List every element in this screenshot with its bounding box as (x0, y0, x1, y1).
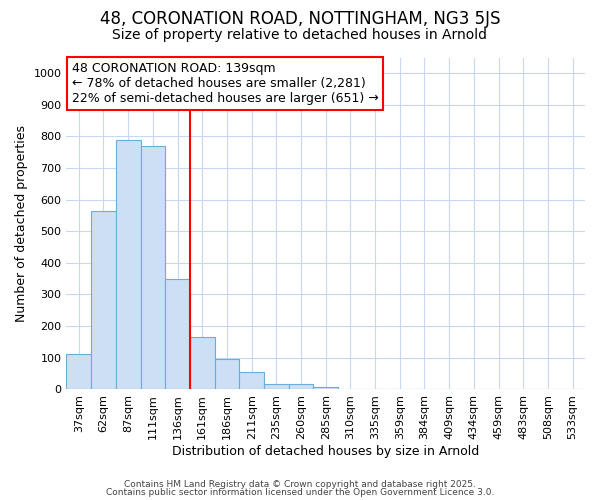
Bar (140, 146, 165, 389)
X-axis label: Distribution of detached houses by size in Arnold: Distribution of detached houses by size … (172, 444, 479, 458)
Bar (67, 354, 91, 389)
Bar (313, 386, 338, 389)
Y-axis label: Number of detached properties: Number of detached properties (15, 125, 28, 322)
Text: Contains public sector information licensed under the Open Government Licence 3.: Contains public sector information licen… (106, 488, 494, 497)
Bar (190, 337, 215, 389)
Text: 48 CORONATION ROAD: 139sqm
← 78% of detached houses are smaller (2,281)
22% of s: 48 CORONATION ROAD: 139sqm ← 78% of deta… (71, 62, 379, 106)
Bar (116, 140, 140, 389)
Bar (215, 359, 239, 389)
Bar (239, 372, 264, 389)
Bar (91, 210, 116, 389)
Bar (289, 384, 313, 389)
Text: 48, CORONATION ROAD, NOTTINGHAM, NG3 5JS: 48, CORONATION ROAD, NOTTINGHAM, NG3 5JS (100, 10, 500, 28)
Text: Size of property relative to detached houses in Arnold: Size of property relative to detached ho… (113, 28, 487, 42)
Text: Contains HM Land Registry data © Crown copyright and database right 2025.: Contains HM Land Registry data © Crown c… (124, 480, 476, 489)
Bar (264, 384, 289, 389)
Bar (165, 278, 190, 389)
